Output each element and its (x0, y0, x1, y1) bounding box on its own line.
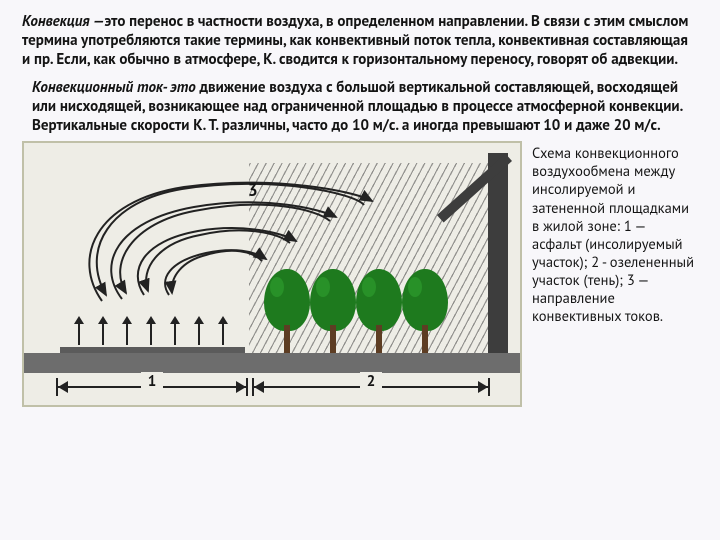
dimension-1: 1 (56, 377, 248, 397)
ground-strip (24, 353, 520, 373)
label-3: 3 (248, 179, 258, 201)
rising-arrow-icon (78, 323, 80, 345)
tree-icon (402, 269, 448, 353)
term-convection-current: Конвекционный ток- это (32, 78, 196, 97)
tree-icon (356, 269, 402, 353)
figure-caption: Схема конвекционного воздухообмена между… (532, 141, 698, 407)
paragraph-convection: Конвекция —это перенос в частности возду… (22, 12, 698, 70)
tree-icon (264, 269, 310, 353)
figure-row: 3 1 2 Схема конвекционного воздухообмена… (22, 141, 698, 407)
dimension-2: 2 (252, 377, 490, 397)
term-convection: Конвекция — (22, 12, 104, 31)
rising-arrow-icon (126, 323, 128, 345)
rising-arrow-icon (150, 323, 152, 345)
rising-arrow-icon (102, 323, 104, 345)
rising-arrow-icon (198, 323, 200, 345)
label-2: 2 (360, 372, 382, 391)
tree-icon (310, 269, 356, 353)
diagram: 3 1 2 (22, 141, 522, 407)
rising-arrow-icon (222, 323, 224, 345)
paragraph-convection-current: Конвекционный ток- это движение воздуха … (32, 78, 698, 136)
rising-arrow-icon (174, 323, 176, 345)
text-convection: это перенос в частности воздуха, в опред… (22, 12, 688, 69)
label-1: 1 (141, 372, 163, 391)
